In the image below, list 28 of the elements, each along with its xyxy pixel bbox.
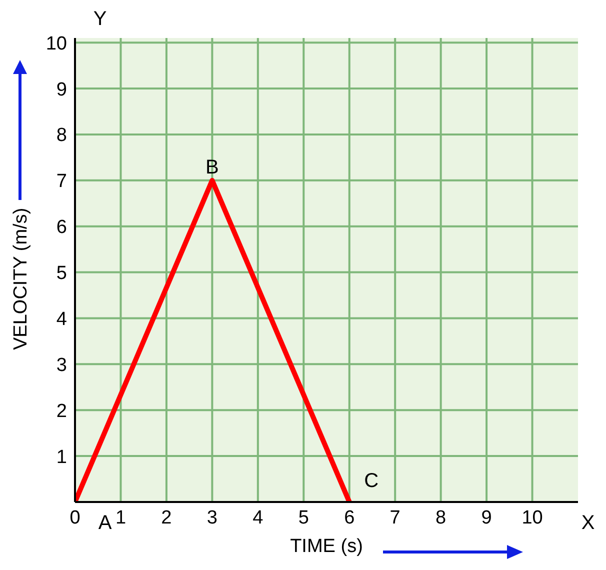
x-tick-label: 3 [206, 507, 218, 528]
y-tick-label: 3 [56, 354, 67, 376]
y-tick-label: 10 [46, 33, 67, 54]
annotation: B [206, 156, 219, 179]
annotation: C [364, 470, 379, 492]
x-axis-title: TIME (s) [290, 536, 363, 557]
text: X [581, 512, 595, 534]
x-tick-label: 1 [115, 507, 126, 528]
annotation: A [98, 512, 112, 534]
x-tick-label: 4 [252, 507, 264, 528]
x-tick-label: 6 [344, 507, 355, 528]
x-tick-label: 10 [522, 507, 543, 528]
text: Y [93, 8, 107, 30]
y-tick-label: 8 [56, 125, 67, 146]
y-tick-label: 7 [56, 171, 67, 192]
y-tick-label: 1 [56, 446, 67, 468]
y-tick-label: 6 [56, 217, 67, 238]
y-tick-label: 4 [56, 308, 68, 330]
y-tick-label: 2 [56, 400, 67, 422]
y-axis-title: VELOCITY (m/s) [10, 208, 32, 350]
x-tick-label: 2 [161, 507, 172, 528]
x-tick-label: 9 [481, 507, 492, 528]
x-tick-label: 0 [70, 507, 80, 528]
x-tick-label: 7 [390, 507, 400, 528]
y-tick-label: 5 [56, 263, 67, 284]
x-tick-label: 8 [436, 507, 446, 528]
x-tick-label: 5 [298, 507, 309, 528]
y-tick-label: 9 [56, 79, 67, 100]
